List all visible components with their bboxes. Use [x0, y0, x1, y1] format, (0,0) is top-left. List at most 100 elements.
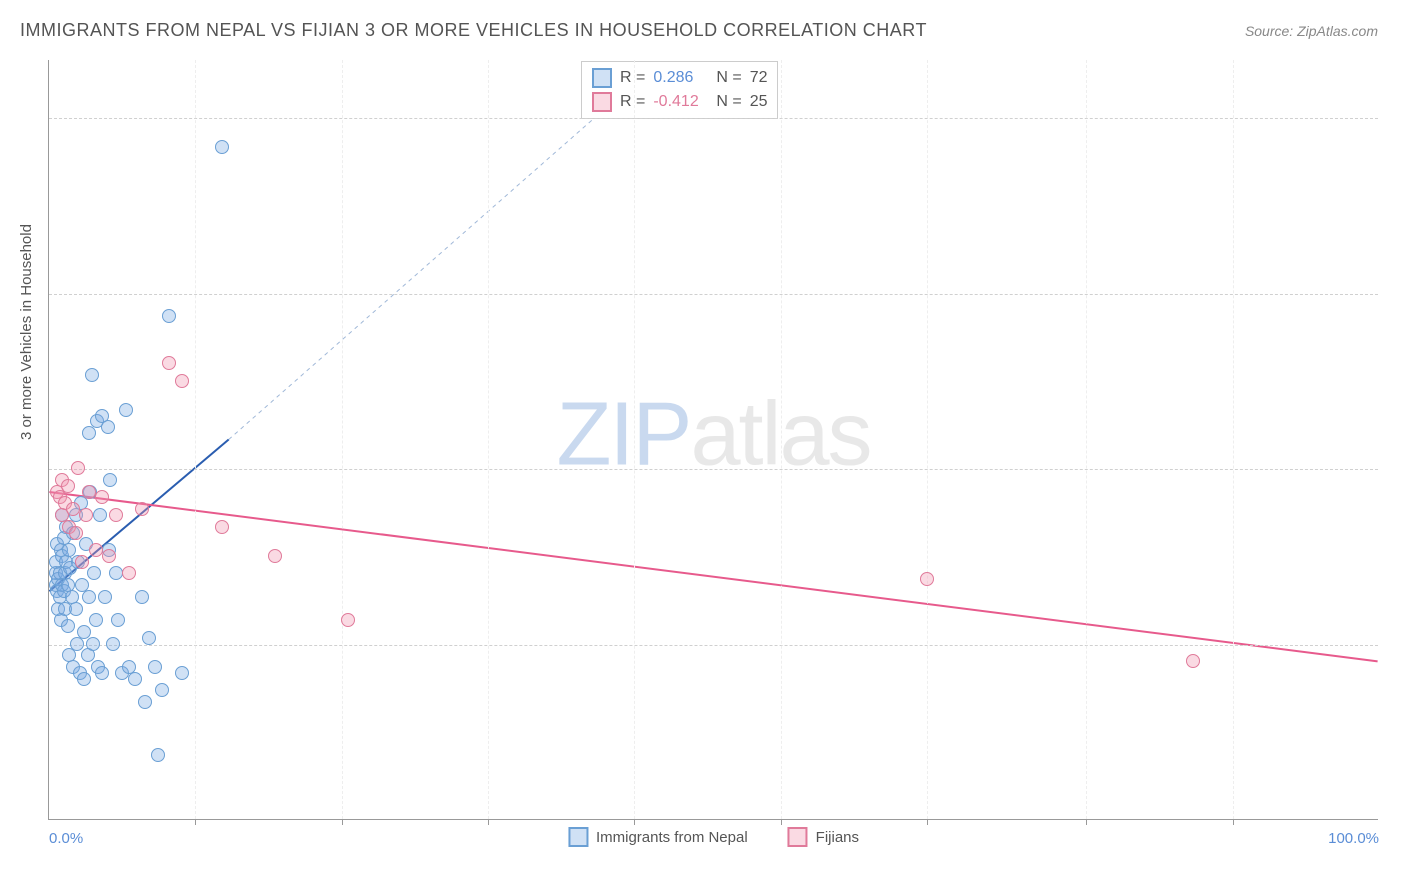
- scatter-point: [138, 695, 152, 709]
- watermark: ZIPatlas: [556, 383, 870, 486]
- legend-stats-box: R = 0.286 N = 72 R = -0.412 N = 25: [581, 61, 778, 119]
- legend-stats-row: R = 0.286 N = 72: [592, 66, 767, 90]
- n-label: N =: [716, 69, 741, 87]
- r-value: -0.412: [653, 93, 708, 111]
- scatter-point: [69, 526, 83, 540]
- n-value: 25: [750, 93, 768, 111]
- gridline-h: [49, 118, 1378, 119]
- scatter-point: [77, 672, 91, 686]
- n-label: N =: [716, 93, 741, 111]
- scatter-point: [71, 461, 85, 475]
- tick-v: [195, 819, 196, 825]
- scatter-point: [1186, 654, 1200, 668]
- scatter-point: [101, 420, 115, 434]
- n-value: 72: [750, 69, 768, 87]
- r-label: R =: [620, 93, 645, 111]
- scatter-point: [142, 631, 156, 645]
- gridline-h: [49, 469, 1378, 470]
- gridline-h: [49, 294, 1378, 295]
- scatter-point: [89, 543, 103, 557]
- xtick-label: 0.0%: [49, 830, 83, 847]
- tick-v: [634, 819, 635, 825]
- gridline-v: [634, 60, 635, 819]
- tick-v: [1086, 819, 1087, 825]
- gridline-v: [1086, 60, 1087, 819]
- scatter-point: [103, 473, 117, 487]
- tick-v: [781, 819, 782, 825]
- scatter-point: [135, 502, 149, 516]
- scatter-point: [162, 356, 176, 370]
- chart-header: IMMIGRANTS FROM NEPAL VS FIJIAN 3 OR MOR…: [0, 0, 1406, 51]
- y-axis-label: 3 or more Vehicles in Household: [18, 224, 35, 440]
- scatter-point: [95, 490, 109, 504]
- scatter-point: [155, 683, 169, 697]
- scatter-point: [69, 602, 83, 616]
- scatter-point: [111, 613, 125, 627]
- scatter-point: [82, 426, 96, 440]
- r-value: 0.286: [653, 69, 708, 87]
- scatter-point: [175, 374, 189, 388]
- tick-v: [342, 819, 343, 825]
- bottom-legend-item: Immigrants from Nepal: [568, 827, 748, 847]
- scatter-point: [106, 637, 120, 651]
- chart-source: Source: ZipAtlas.com: [1245, 23, 1378, 39]
- bottom-legend-item: Fijians: [788, 827, 859, 847]
- scatter-point: [95, 666, 109, 680]
- legend-swatch: [788, 827, 808, 847]
- gridline-v: [1233, 60, 1234, 819]
- scatter-point: [119, 403, 133, 417]
- legend-swatch: [568, 827, 588, 847]
- gridline-h: [49, 645, 1378, 646]
- scatter-point: [79, 508, 93, 522]
- scatter-point: [87, 566, 101, 580]
- scatter-point: [268, 549, 282, 563]
- gridline-v: [195, 60, 196, 819]
- tick-v: [927, 819, 928, 825]
- scatter-point: [89, 613, 103, 627]
- scatter-point: [148, 660, 162, 674]
- scatter-point: [61, 619, 75, 633]
- ytick-label: 30.0%: [1388, 461, 1406, 478]
- legend-swatch: [592, 68, 612, 88]
- bottom-legend: Immigrants from Nepal Fijians: [568, 827, 859, 847]
- gridline-v: [488, 60, 489, 819]
- legend-label: Fijians: [816, 829, 859, 846]
- chart-title: IMMIGRANTS FROM NEPAL VS FIJIAN 3 OR MOR…: [20, 20, 927, 41]
- scatter-point: [93, 508, 107, 522]
- scatter-point: [98, 590, 112, 604]
- tick-v: [488, 819, 489, 825]
- regression-lines: [49, 60, 1378, 819]
- scatter-point: [175, 666, 189, 680]
- scatter-point: [128, 672, 142, 686]
- scatter-point: [61, 479, 75, 493]
- scatter-point: [102, 549, 116, 563]
- scatter-point: [162, 309, 176, 323]
- scatter-point: [85, 368, 99, 382]
- scatter-point: [135, 590, 149, 604]
- scatter-point: [75, 555, 89, 569]
- scatter-point: [151, 748, 165, 762]
- ytick-label: 15.0%: [1388, 636, 1406, 653]
- scatter-point: [341, 613, 355, 627]
- scatter-point: [122, 566, 136, 580]
- scatter-point: [82, 485, 96, 499]
- scatter-point: [86, 637, 100, 651]
- xtick-label: 100.0%: [1328, 830, 1379, 847]
- scatter-point: [109, 508, 123, 522]
- gridline-v: [342, 60, 343, 819]
- scatter-point: [920, 572, 934, 586]
- tick-v: [1233, 819, 1234, 825]
- ytick-label: 45.0%: [1388, 285, 1406, 302]
- scatter-chart: ZIPatlas R =0.286N =72R =-0.412N =25 Imm…: [48, 60, 1378, 820]
- scatter-point: [66, 502, 80, 516]
- legend-stats-row: R = -0.412 N = 25: [592, 90, 767, 114]
- gridline-v: [927, 60, 928, 819]
- r-label: R =: [620, 69, 645, 87]
- scatter-point: [215, 140, 229, 154]
- gridline-v: [781, 60, 782, 819]
- ytick-label: 60.0%: [1388, 110, 1406, 127]
- scatter-point: [109, 566, 123, 580]
- scatter-point: [82, 590, 96, 604]
- legend-swatch: [592, 92, 612, 112]
- scatter-point: [215, 520, 229, 534]
